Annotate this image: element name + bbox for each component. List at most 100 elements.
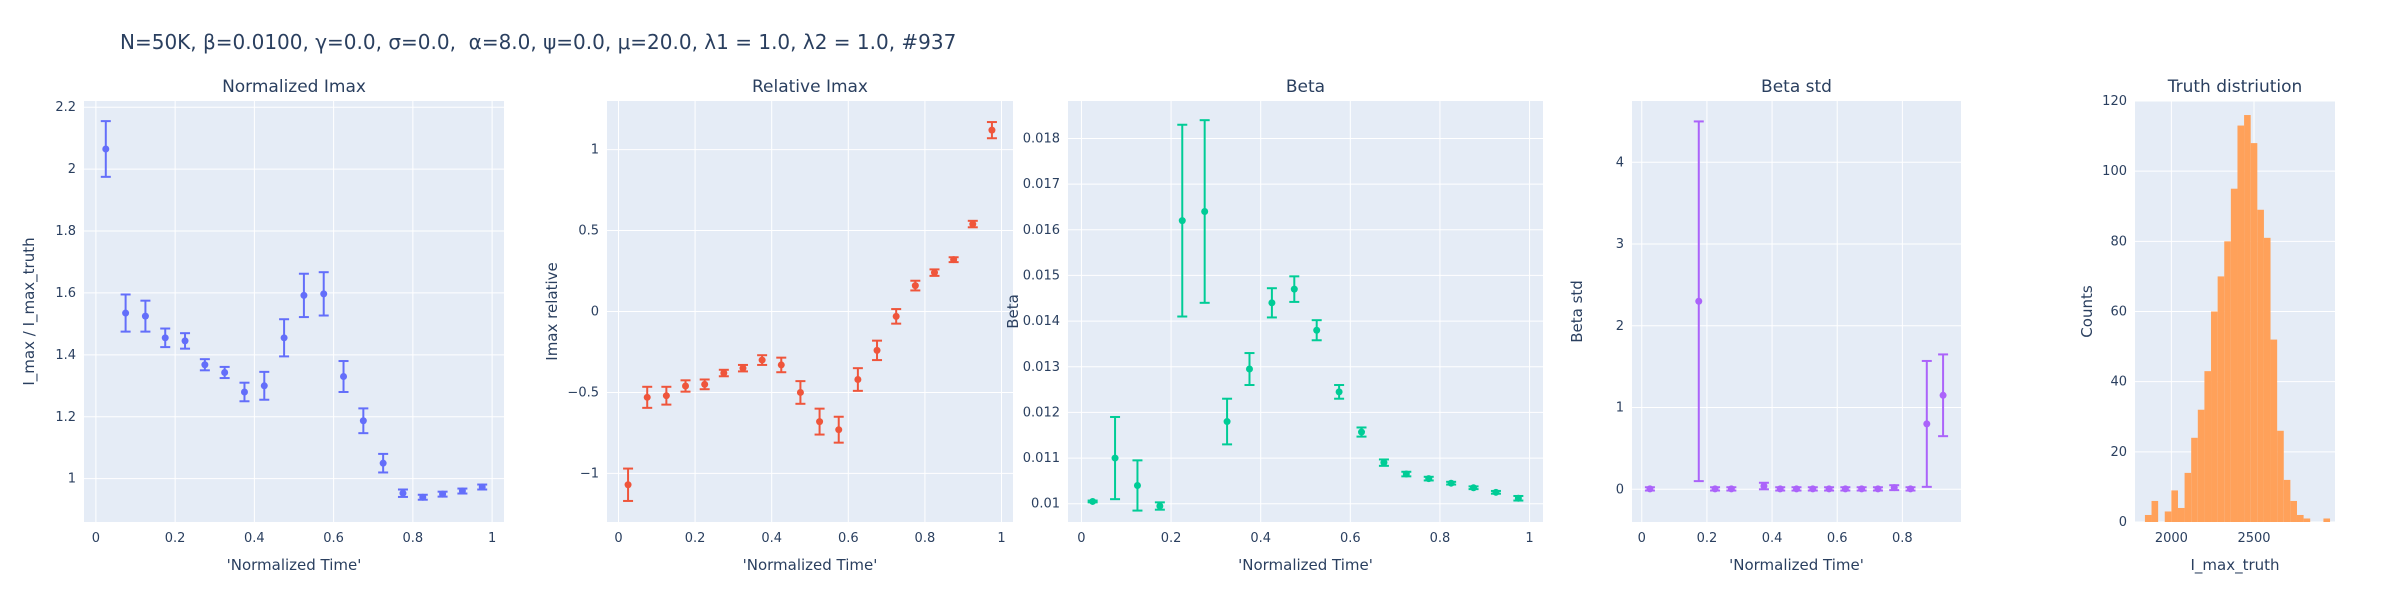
chart-5-histogram-bar — [2283, 479, 2291, 522]
chart-2-data-point — [873, 346, 881, 354]
chart-3-x-tick-label: 0 — [1077, 531, 1085, 546]
chart-4-y-axis-label: Beta std — [1568, 280, 1586, 343]
chart-3-title: Beta — [1286, 77, 1325, 97]
chart-3-x-tick-label: 0.4 — [1250, 531, 1271, 546]
chart-1-y-tick-label: 1.4 — [55, 348, 76, 363]
chart-3-data-point — [1380, 459, 1388, 467]
chart-5-y-tick-label: 120 — [2102, 94, 2127, 109]
chart-5-histogram-bar — [2144, 514, 2152, 522]
chart-1-x-axis-label: 'Normalized Time' — [227, 556, 362, 574]
chart-4-y-tick-label: 2 — [1616, 319, 1624, 334]
chart-2-data-point — [701, 380, 709, 388]
chart-3-x-tick-label: 0.8 — [1430, 531, 1451, 546]
chart-1-x-tick-label: 0.6 — [323, 531, 344, 546]
chart-5-histogram-bar — [2217, 276, 2225, 522]
chart-4-data-point — [1760, 482, 1768, 490]
chart-1-y-tick-label: 2.2 — [55, 100, 76, 115]
chart-4-data-point — [1874, 485, 1882, 493]
chart-3-y-tick-label: 0.017 — [1023, 177, 1060, 192]
chart-3-y-tick-label: 0.012 — [1023, 405, 1060, 420]
chart-4-data-point — [1809, 485, 1817, 493]
chart-2-data-point — [950, 256, 958, 264]
chart-3-data-point — [1447, 479, 1455, 487]
chart-4-plot-area — [1632, 101, 1961, 522]
chart-4-x-axis-label: 'Normalized Time' — [1729, 556, 1864, 574]
chart-3-data-point — [1313, 326, 1321, 334]
chart-2-data-point — [682, 382, 690, 390]
chart-2-data-point — [988, 126, 996, 134]
chart-2-x-axis-label: 'Normalized Time' — [743, 556, 878, 574]
chart-2-data-point — [796, 388, 804, 396]
chart-1-y-tick-label: 2 — [68, 162, 76, 177]
chart-3-data-point — [1335, 388, 1343, 396]
chart-2-x-tick-label: 1 — [997, 531, 1005, 546]
figure-title: N=50K, β=0.0100, γ=0.0, σ=0.0, α=8.0, ψ=… — [120, 30, 957, 54]
chart-5-histogram-bar — [2164, 511, 2172, 522]
chart-5-histogram-bar — [2177, 507, 2185, 522]
chart-4-data-point — [1890, 484, 1898, 492]
chart-3-data-point — [1111, 454, 1119, 462]
chart-3-data-point — [1156, 502, 1164, 510]
chart-2-y-axis-label: Imax relative — [543, 262, 561, 360]
chart-5-histogram-bar — [2184, 472, 2192, 522]
chart-1-y-tick-label: 1.8 — [55, 224, 76, 239]
chart-2-x-tick-label: 0.6 — [838, 531, 859, 546]
chart-5-y-tick-label: 60 — [2110, 305, 2127, 320]
chart-1-x-tick-label: 0.4 — [244, 531, 265, 546]
chart-4-data-point — [1727, 485, 1735, 493]
chart-5-x-axis-label: I_max_truth — [2190, 556, 2279, 575]
chart-3-data-point — [1290, 285, 1298, 293]
chart-1-data-point — [221, 368, 229, 376]
chart-4-y-tick-label: 1 — [1616, 401, 1624, 416]
chart-5-histogram-bar — [2303, 518, 2311, 522]
chart-1-data-point — [201, 361, 209, 369]
chart-5-histogram-bar — [2296, 514, 2304, 522]
chart-2-y-tick-label: 1 — [591, 143, 599, 158]
chart-2-y-tick-label: 0.5 — [578, 224, 599, 239]
chart-3-plot-area — [1068, 101, 1543, 522]
chart-1-data-point — [419, 493, 427, 501]
chart-3-y-tick-label: 0.01 — [1031, 497, 1060, 512]
chart-1-data-point — [240, 388, 248, 396]
chart-2-data-point — [720, 369, 728, 377]
chart-1-data-point — [300, 291, 308, 299]
chart-1-data-point — [102, 145, 110, 153]
chart-5-histogram-bar — [2257, 209, 2264, 522]
chart-1-y-tick-label: 1 — [68, 472, 76, 487]
chart-2-data-point — [911, 282, 919, 290]
chart-4-data-point — [1858, 485, 1866, 493]
chart-3-x-tick-label: 0.6 — [1340, 531, 1361, 546]
chart-3-data-point — [1358, 428, 1366, 436]
chart-5-histogram-bar — [2244, 115, 2251, 523]
chart-4-x-tick-label: 0.2 — [1697, 531, 1718, 546]
chart-4-data-point — [1923, 420, 1931, 428]
chart-1-x-tick-label: 0.8 — [403, 531, 424, 546]
chart-1-data-point — [458, 487, 466, 495]
chart-1-x-tick-label: 0.2 — [165, 531, 186, 546]
chart-4-data-point — [1939, 391, 1947, 399]
chart-4-data-point — [1907, 485, 1915, 493]
chart-3-y-tick-label: 0.018 — [1023, 131, 1060, 146]
chart-3-data-point — [1223, 418, 1231, 426]
chart-5-y-axis-label: Counts — [2078, 285, 2096, 338]
chart-4-x-tick-label: 0.6 — [1827, 531, 1848, 546]
chart-5-y-tick-label: 40 — [2110, 375, 2127, 390]
chart-3-y-axis-label: Beta — [1004, 294, 1022, 329]
chart-5-x-tick-label: 2000 — [2155, 531, 2188, 546]
chart-3-y-tick-label: 0.011 — [1023, 451, 1060, 466]
chart-1-data-point — [280, 334, 288, 342]
chart-2-data-point — [739, 364, 747, 372]
chart-2-data-point — [624, 481, 632, 489]
chart-2-data-point — [643, 393, 651, 401]
chart-4-x-tick-label: 0.8 — [1892, 531, 1913, 546]
chart-1-y-tick-label: 1.2 — [55, 410, 76, 425]
chart-5-histogram-bar — [2151, 500, 2159, 522]
chart-4-x-tick-label: 0 — [1638, 531, 1646, 546]
chart-5-histogram-bar — [2230, 188, 2238, 523]
chart-3-data-point — [1133, 481, 1141, 489]
chart-1-data-point — [161, 334, 169, 342]
chart-3-data-point — [1402, 470, 1410, 478]
chart-3-data-point — [1425, 475, 1433, 483]
chart-2-x-tick-label: 0.8 — [915, 531, 936, 546]
chart-3-y-tick-label: 0.015 — [1023, 268, 1060, 283]
